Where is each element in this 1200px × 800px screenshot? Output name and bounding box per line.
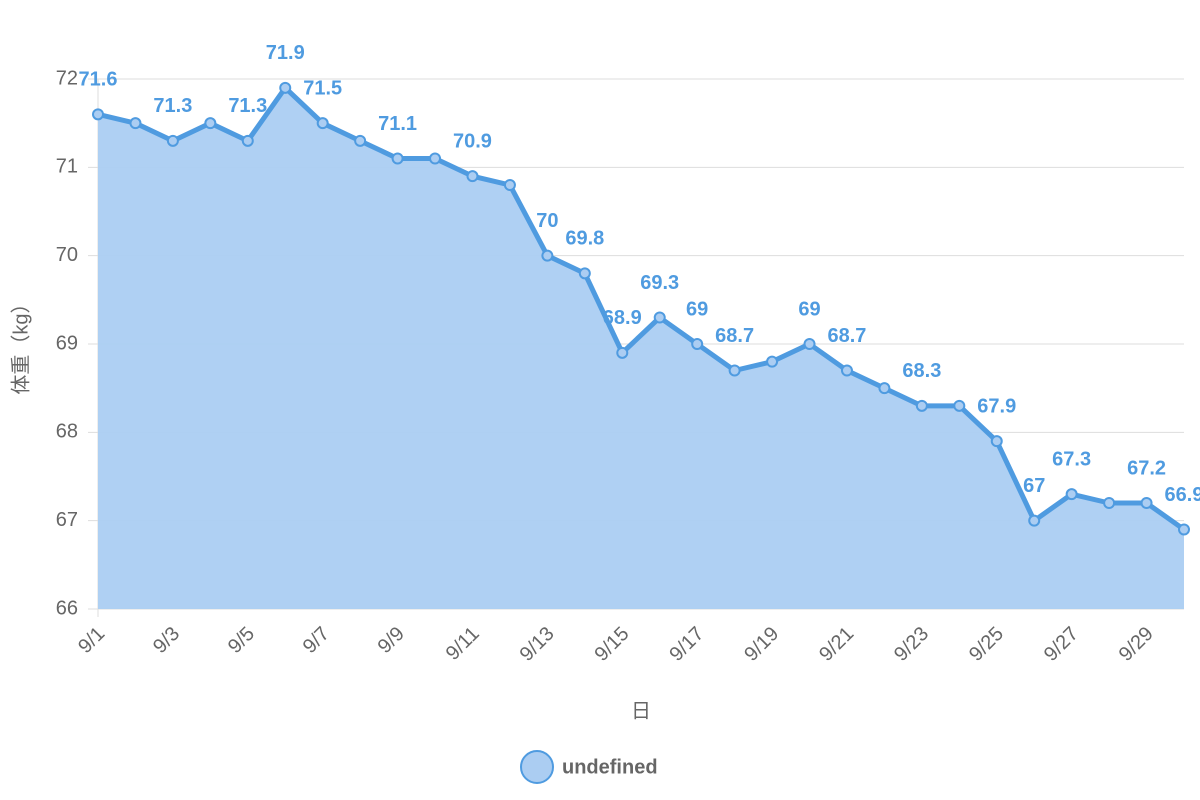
point xyxy=(1103,497,1116,509)
x-tick-label: 9/5 xyxy=(224,623,259,658)
point xyxy=(1065,488,1078,501)
x-tick-label: 9/15 xyxy=(590,623,633,666)
x-tick-label: 9/3 xyxy=(149,623,184,658)
data-label: 68.7 xyxy=(715,325,754,347)
data-label: 67.2 xyxy=(1127,457,1166,479)
data-label: 69.3 xyxy=(640,272,679,294)
y-tick-label: 69 xyxy=(56,332,78,354)
x-tick-label: 9/13 xyxy=(516,623,559,666)
x-tick-label: 9/1 xyxy=(74,623,109,658)
point xyxy=(728,364,741,377)
data-label: 67.9 xyxy=(977,395,1016,417)
y-tick-label: 68 xyxy=(56,421,78,443)
data-label: 71.6 xyxy=(79,69,118,91)
data-label: 67 xyxy=(1023,475,1045,497)
data-label: 67.3 xyxy=(1052,448,1091,470)
data-label: 69.8 xyxy=(565,228,604,250)
point xyxy=(1028,514,1041,527)
point xyxy=(279,81,292,94)
x-tick-label: 9/25 xyxy=(965,623,1008,666)
point xyxy=(241,134,254,147)
data-label: 68.7 xyxy=(827,325,866,347)
y-axis-title: 体重（kg） xyxy=(9,293,32,394)
y-tick-label: 70 xyxy=(56,244,78,266)
point xyxy=(616,346,629,359)
y-tick-label: 67 xyxy=(56,509,78,531)
point xyxy=(578,267,591,280)
point xyxy=(766,355,779,368)
x-axis-title: 日 xyxy=(631,700,651,722)
point xyxy=(840,364,853,377)
point xyxy=(541,249,554,262)
data-label: 71.5 xyxy=(303,77,342,99)
data-label: 70.9 xyxy=(453,130,492,152)
point xyxy=(691,338,704,350)
point xyxy=(803,338,816,350)
data-label: 66.9 xyxy=(1165,484,1200,506)
data-label: 71.3 xyxy=(228,95,267,117)
point xyxy=(990,435,1003,448)
point xyxy=(466,170,479,183)
point xyxy=(92,108,104,121)
point xyxy=(915,399,928,412)
point xyxy=(166,134,179,147)
point xyxy=(204,117,217,130)
data-label: 71.3 xyxy=(153,95,192,117)
x-tick-label: 9/19 xyxy=(740,623,783,666)
point xyxy=(1178,523,1190,536)
data-label: 68.3 xyxy=(902,360,941,382)
y-tick-label: 66 xyxy=(56,597,78,619)
point xyxy=(653,311,666,324)
x-tick-label: 9/7 xyxy=(299,623,334,658)
point xyxy=(429,152,442,165)
point xyxy=(354,134,367,147)
point xyxy=(316,117,329,130)
point xyxy=(1140,497,1153,509)
x-tick-label: 9/23 xyxy=(890,623,933,666)
data-label: 68.9 xyxy=(603,307,642,329)
point xyxy=(503,179,516,191)
legend-swatch xyxy=(520,750,554,784)
x-tick-label: 9/17 xyxy=(665,623,708,666)
x-tick-label: 9/11 xyxy=(442,623,484,665)
point xyxy=(953,399,966,412)
data-label: 69 xyxy=(798,298,820,320)
line xyxy=(97,85,1186,532)
data-label: 71.9 xyxy=(266,42,305,64)
x-tick-label: 9/21 xyxy=(815,623,858,666)
point xyxy=(878,382,891,395)
legend-label: undefined xyxy=(562,756,658,778)
x-tick-label: 9/9 xyxy=(374,623,409,658)
area xyxy=(98,87,1184,610)
x-tick-label: 9/27 xyxy=(1040,623,1083,666)
data-label: 69 xyxy=(686,298,708,320)
x-tick-label: 9/29 xyxy=(1115,623,1158,666)
point xyxy=(391,152,404,165)
y-tick-label: 71 xyxy=(56,156,78,178)
point xyxy=(129,117,142,130)
data-label: 70 xyxy=(536,210,558,232)
data-label: 71.1 xyxy=(378,113,417,135)
y-tick-label: 72 xyxy=(56,67,78,89)
